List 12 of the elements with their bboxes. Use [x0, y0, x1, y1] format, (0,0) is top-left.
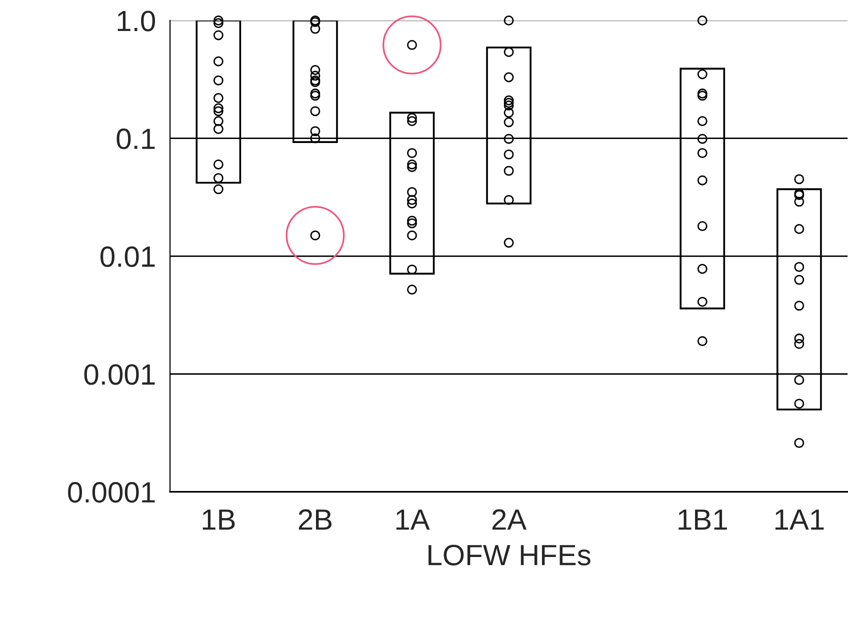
x-tick-label: 2A	[492, 509, 527, 530]
y-tick-label: 0.1	[116, 128, 155, 150]
x-tick-label: 1B1	[678, 510, 727, 530]
x-tick-label: 2B	[298, 509, 332, 530]
y-tick-label: 0.0001	[68, 482, 155, 503]
x-tick-label: 1A	[396, 510, 430, 530]
x-tick-label: 1A1	[775, 510, 824, 530]
y-tick-label: 1.0	[118, 10, 155, 32]
x-axis-title: LOFW HFEs	[428, 544, 590, 566]
y-tick-label: 0.001	[84, 364, 155, 385]
y-tick-label: 0.01	[100, 246, 155, 268]
x-tick-label: 1B	[202, 510, 235, 530]
